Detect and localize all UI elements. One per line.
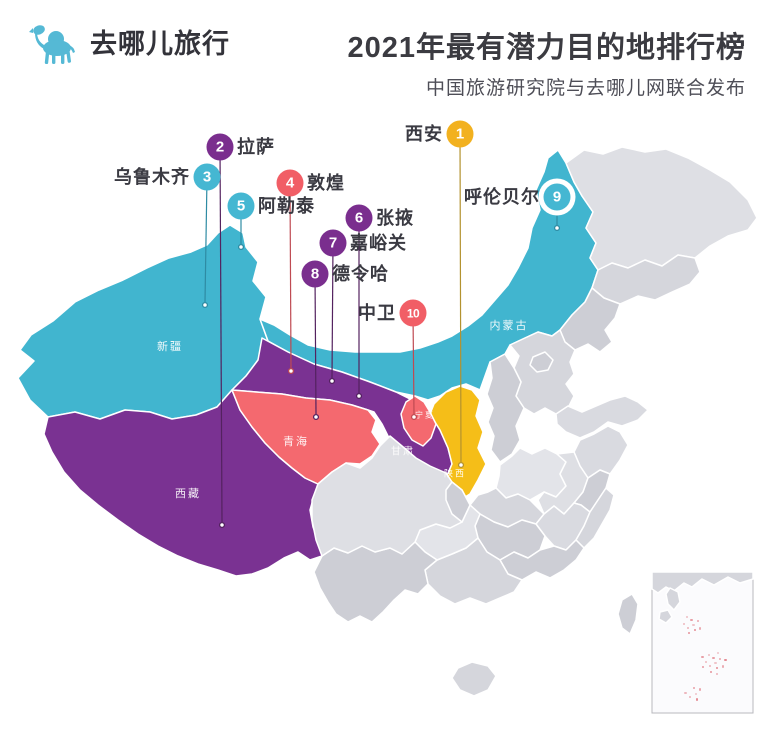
island-dot xyxy=(709,670,712,673)
island-dot xyxy=(696,619,699,622)
island-dot xyxy=(699,688,702,691)
island-dot xyxy=(715,673,718,676)
island-dot xyxy=(693,628,696,632)
island-dot xyxy=(702,666,705,669)
island-dot xyxy=(714,662,717,665)
province-xinjiang xyxy=(17,224,269,420)
province-taiwan xyxy=(617,593,639,635)
island-dot xyxy=(715,667,719,670)
province-sichuan xyxy=(311,435,471,557)
region-label: 宁夏 xyxy=(415,410,435,420)
island-dot xyxy=(686,626,690,629)
island-dot xyxy=(721,665,724,668)
page-subtitle: 中国旅游研究院与去哪儿网联合发布 xyxy=(425,78,746,99)
island-dot xyxy=(688,696,691,699)
province-beijing xyxy=(529,351,554,373)
province-qinghai xyxy=(231,389,381,485)
inset-island xyxy=(658,609,673,624)
island-dot xyxy=(683,622,686,625)
island-dot xyxy=(692,624,695,627)
city-label: 乌鲁木齐 xyxy=(114,167,190,187)
province-fujian xyxy=(575,487,615,549)
island-dot xyxy=(685,615,688,619)
region-label: 甘肃 xyxy=(391,446,415,458)
city-label: 中卫 xyxy=(358,303,396,323)
region-label: 陕西 xyxy=(443,468,467,479)
rank-marker-7: 7 xyxy=(319,229,347,257)
city-label: 西安 xyxy=(405,124,443,144)
rank-marker-2: 2 xyxy=(206,133,234,161)
island-dot xyxy=(704,660,707,663)
brand-logo: 去哪儿旅行 xyxy=(26,16,230,66)
city-label: 德令哈 xyxy=(332,264,389,284)
rank-marker-8: 8 xyxy=(301,260,329,288)
city-label: 嘉峪关 xyxy=(350,233,407,253)
island-dot xyxy=(692,687,695,690)
province-shanxi xyxy=(486,353,525,463)
province-shandong xyxy=(555,395,649,439)
province-yunnan xyxy=(313,541,438,623)
province-chongqing xyxy=(445,481,471,523)
island-dot xyxy=(684,691,687,694)
rank-marker-6: 6 xyxy=(345,204,373,232)
island-dot xyxy=(724,659,727,662)
city-label: 张掖 xyxy=(376,208,414,228)
island-dot xyxy=(687,632,690,635)
city-label: 拉萨 xyxy=(237,137,275,157)
island-dot xyxy=(707,653,710,656)
island-dot xyxy=(690,618,693,621)
island-dot xyxy=(718,657,722,660)
rank-marker-1: 1 xyxy=(446,120,474,148)
city-label: 呼伦贝尔 xyxy=(464,187,540,207)
brand-name: 去哪儿旅行 xyxy=(90,28,230,59)
island-dot xyxy=(696,698,699,701)
island-dot xyxy=(716,651,719,654)
province-hainan xyxy=(451,661,497,697)
province-heilongjiang xyxy=(565,146,758,271)
rank-marker-4: 4 xyxy=(276,169,304,197)
province-ningxia xyxy=(400,395,437,447)
rank-marker-10: 10 xyxy=(399,299,427,327)
rank-marker-3: 3 xyxy=(193,163,221,191)
page-title: 2021年最有潜力目的地排行榜 xyxy=(347,32,746,64)
camel-icon xyxy=(29,25,75,65)
south-china-sea-inset xyxy=(651,571,754,714)
province-liaoning xyxy=(559,287,621,353)
region-label: 青海 xyxy=(283,436,309,448)
title-block: 2021年最有潜力目的地排行榜 中国旅游研究院与去哪儿网联合发布 xyxy=(347,24,746,100)
island-dot xyxy=(694,693,697,696)
inset-peninsula xyxy=(665,587,681,611)
inset-coastline xyxy=(651,571,754,594)
city-label: 阿勒泰 xyxy=(258,196,315,216)
island-dot xyxy=(699,627,702,630)
region-label: 新疆 xyxy=(157,341,183,353)
rank-marker-5: 5 xyxy=(227,192,255,220)
island-dot xyxy=(701,655,704,659)
island-dot xyxy=(712,656,715,659)
region-label: 西藏 xyxy=(175,488,201,500)
region-label: 内蒙古 xyxy=(489,320,529,332)
province-shaanxi xyxy=(429,385,487,501)
island-dot xyxy=(708,664,712,668)
city-label: 敦煌 xyxy=(307,173,345,193)
rank-marker-9: 9 xyxy=(543,183,571,211)
